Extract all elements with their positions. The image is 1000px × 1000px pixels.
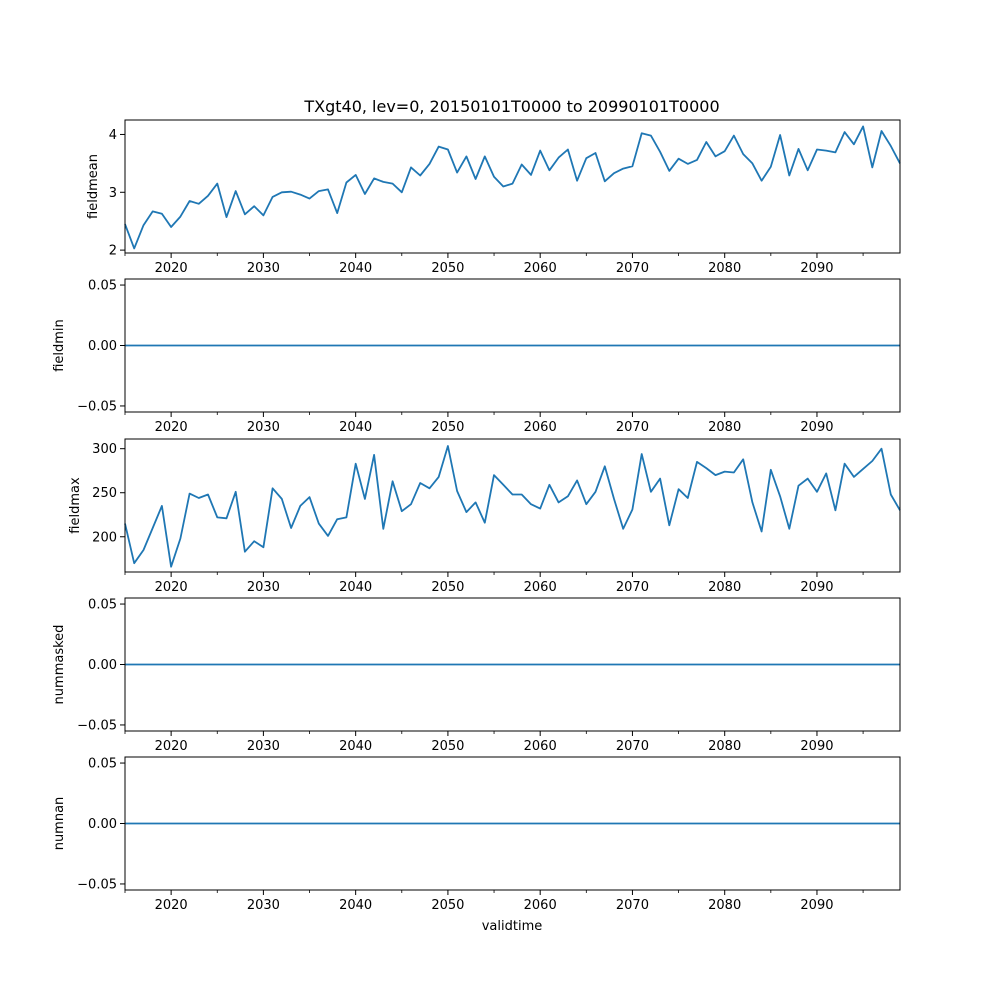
subplot-numnan: 2020 2030 2040 2050 2060 2070 2080 2090 −0.05 0.0… — [52, 756, 901, 913]
figure-title: TXgt40, lev=0, 20150101T0000 to 20990101… — [303, 97, 719, 116]
numnan-x-tick-label: 2080 — [708, 898, 741, 913]
fieldmin-y-tick-label: 0.00 — [88, 339, 117, 354]
numnan-x-tick-label: 2060 — [524, 898, 557, 913]
numnan-x-tick-label: 2020 — [155, 898, 188, 913]
subplot-fieldmax: 2020 2030 2040 2050 2060 2070 2080 2090 200 250 30… — [68, 438, 901, 595]
fieldmax-y-tick-label: 250 — [92, 486, 117, 501]
fieldmin-x-tick-label: 2040 — [339, 420, 372, 435]
nummasked-x-tick-label: 2040 — [339, 739, 372, 754]
fieldmax-x-tick-label: 2030 — [247, 580, 280, 595]
fieldmean-x-tick-label: 2050 — [431, 261, 464, 276]
fieldmin-y-axis-label: fieldmin — [52, 319, 67, 372]
fieldmax-x-tick-label: 2020 — [155, 580, 188, 595]
fieldmax-x-tick-label: 2040 — [339, 580, 372, 595]
subplot-fieldmin: 2020 2030 2040 2050 2060 2070 2080 2090 −0.05 0.0… — [52, 278, 901, 435]
fieldmax-x-tick-label: 2060 — [524, 580, 557, 595]
nummasked-x-tick-label: 2050 — [431, 739, 464, 754]
subplot-panels: 2020 2030 2040 2050 2060 2070 2080 2090 2 3 4 field… — [52, 119, 901, 913]
fieldmean-x-tick-label: 2060 — [524, 261, 557, 276]
nummasked-y-tick-label: 0.00 — [88, 658, 117, 673]
numnan-x-tick-label: 2070 — [616, 898, 649, 913]
fieldmean-series-line — [124, 125, 901, 250]
fieldmax-x-tick-label: 2080 — [708, 580, 741, 595]
fieldmin-y-tick-label: −0.05 — [77, 399, 117, 414]
fieldmax-x-tick-label: 2050 — [431, 580, 464, 595]
nummasked-x-tick-label: 2090 — [800, 739, 833, 754]
fieldmean-y-axis-label: fieldmean — [86, 154, 101, 219]
fieldmean-x-tick-label: 2030 — [247, 261, 280, 276]
nummasked-x-tick-label: 2080 — [708, 739, 741, 754]
fieldmean-x-tick-label: 2080 — [708, 261, 741, 276]
numnan-x-tick-label: 2050 — [431, 898, 464, 913]
subplot-fieldmean: 2020 2030 2040 2050 2060 2070 2080 2090 2 3 4 field… — [86, 119, 901, 276]
nummasked-y-axis-label: nummasked — [52, 625, 67, 705]
fieldmax-series-line — [124, 445, 901, 568]
fieldmax-y-tick-label: 300 — [92, 442, 117, 457]
fieldmean-x-tick-label: 2040 — [339, 261, 372, 276]
nummasked-y-tick-label: 0.05 — [88, 598, 117, 613]
fieldmax-y-axis-label: fieldmax — [68, 477, 83, 534]
numnan-y-tick-label: 0.05 — [88, 757, 117, 772]
fieldmin-x-tick-label: 2080 — [708, 420, 741, 435]
numnan-x-tick-label: 2040 — [339, 898, 372, 913]
fieldmin-x-tick-label: 2070 — [616, 420, 649, 435]
nummasked-x-tick-label: 2060 — [524, 739, 557, 754]
fieldmean-y-tick-label: 2 — [109, 244, 117, 259]
nummasked-x-tick-label: 2020 — [155, 739, 188, 754]
nummasked-x-tick-label: 2030 — [247, 739, 280, 754]
fieldmean-y-tick-label: 4 — [109, 128, 117, 143]
fieldmax-axes-frame — [124, 438, 901, 573]
fieldmean-axes-frame — [124, 119, 901, 254]
nummasked-y-tick-label: −0.05 — [77, 718, 117, 733]
fieldmin-x-tick-label: 2020 — [155, 420, 188, 435]
fieldmean-x-tick-label: 2090 — [800, 261, 833, 276]
numnan-x-tick-label: 2090 — [800, 898, 833, 913]
nummasked-x-tick-label: 2070 — [616, 739, 649, 754]
numnan-y-tick-label: 0.00 — [88, 817, 117, 832]
fieldmin-x-tick-label: 2030 — [247, 420, 280, 435]
fieldmin-x-tick-label: 2090 — [800, 420, 833, 435]
fieldmin-x-tick-label: 2060 — [524, 420, 557, 435]
fieldmean-x-tick-label: 2070 — [616, 261, 649, 276]
fieldmin-x-tick-label: 2050 — [431, 420, 464, 435]
fieldmax-x-tick-label: 2090 — [800, 580, 833, 595]
fieldmax-y-tick-label: 200 — [92, 530, 117, 545]
fieldmean-y-tick-label: 3 — [109, 186, 117, 201]
x-axis-label: validtime — [482, 919, 543, 934]
numnan-y-axis-label: numnan — [52, 797, 67, 851]
numnan-y-tick-label: −0.05 — [77, 877, 117, 892]
fieldmean-x-tick-label: 2020 — [155, 261, 188, 276]
numnan-x-tick-label: 2030 — [247, 898, 280, 913]
fieldmin-y-tick-label: 0.05 — [88, 279, 117, 294]
fieldmax-x-tick-label: 2070 — [616, 580, 649, 595]
subplot-nummasked: 2020 2030 2040 2050 2060 2070 2080 2090 −0.05 0.0… — [52, 597, 901, 754]
